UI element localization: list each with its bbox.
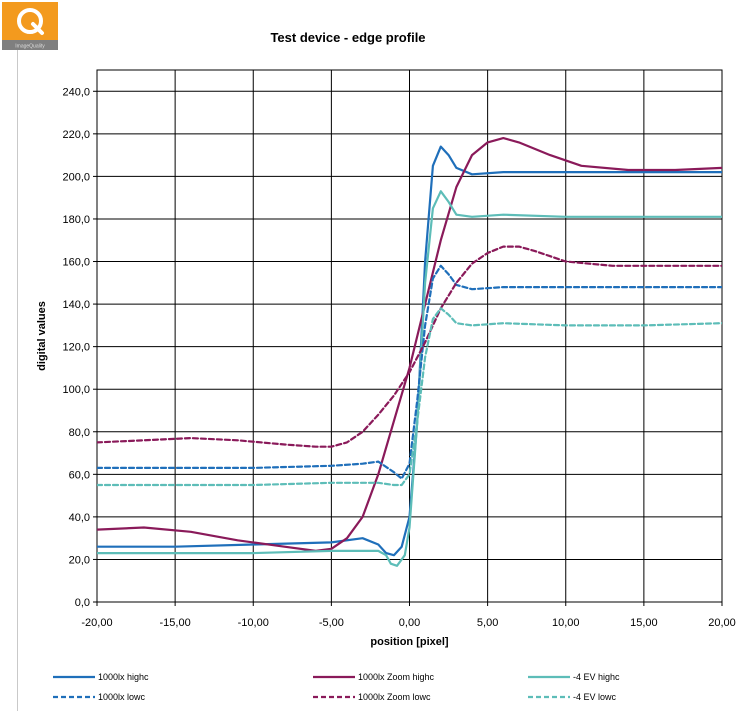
y-tick-label: 40,0 [69, 512, 90, 524]
series-line-6 [97, 307, 722, 487]
legend-label-6: -4 EV lowc [573, 692, 617, 702]
y-tick-label: 140,0 [62, 299, 90, 311]
y-tick-label: 80,0 [69, 427, 90, 439]
x-tick-label: -10,00 [238, 617, 269, 629]
x-tick-label: -20,00 [81, 617, 112, 629]
x-tick-label: -15,00 [160, 617, 191, 629]
chart-grid [97, 70, 722, 602]
y-tick-label: 120,0 [62, 342, 90, 354]
x-tick-label: 0,00 [399, 617, 420, 629]
image-quality-logo: ImageQuality [2, 2, 58, 50]
legend-label-1: 1000lx highc [98, 672, 149, 682]
x-tick-label: 5,00 [477, 617, 498, 629]
y-tick-label: 180,0 [62, 214, 90, 226]
x-tick-label: 20,00 [708, 617, 736, 629]
legend-label-3: -4 EV highc [573, 672, 620, 682]
series-line-4 [97, 264, 722, 480]
x-tick-label: 15,00 [630, 617, 658, 629]
y-tick-label: 240,0 [62, 86, 90, 98]
x-axis-ticks: -20,00 -15,00 -10,00 -5,00 0,00 5,00 10,00 15,0… [81, 602, 736, 629]
x-tick-label: -5,00 [319, 617, 344, 629]
chart-title: Test device - edge profile [270, 30, 425, 45]
series-lines [97, 137, 722, 567]
page-frame-left-border [17, 50, 18, 711]
y-tick-label: 100,0 [62, 384, 90, 396]
legend-label-5: 1000lx Zoom lowc [358, 692, 431, 702]
logo-caption: ImageQuality [15, 44, 45, 50]
y-tick-label: 160,0 [62, 257, 90, 269]
y-axis-label: digital values [36, 301, 48, 371]
series-line-2 [97, 137, 722, 553]
series-line-5 [97, 245, 722, 448]
x-axis-label: position [pixel] [370, 636, 449, 648]
y-tick-label: 60,0 [69, 469, 90, 481]
legend-label-2: 1000lx Zoom highc [358, 672, 435, 682]
y-tick-label: 220,0 [62, 129, 90, 141]
x-tick-label: 10,00 [552, 617, 580, 629]
legend-label-4: 1000lx lowc [98, 692, 146, 702]
y-axis-ticks: 0,0 20,0 40,0 60,0 80,0 100,0 120,0 140,0 160,0 1… [62, 86, 97, 609]
chart-legend: 1000lx highc 1000lx Zoom highc -4 EV highc… [53, 672, 620, 702]
y-tick-label: 0,0 [75, 597, 90, 609]
y-tick-label: 200,0 [62, 171, 90, 183]
y-tick-label: 20,0 [69, 554, 90, 566]
